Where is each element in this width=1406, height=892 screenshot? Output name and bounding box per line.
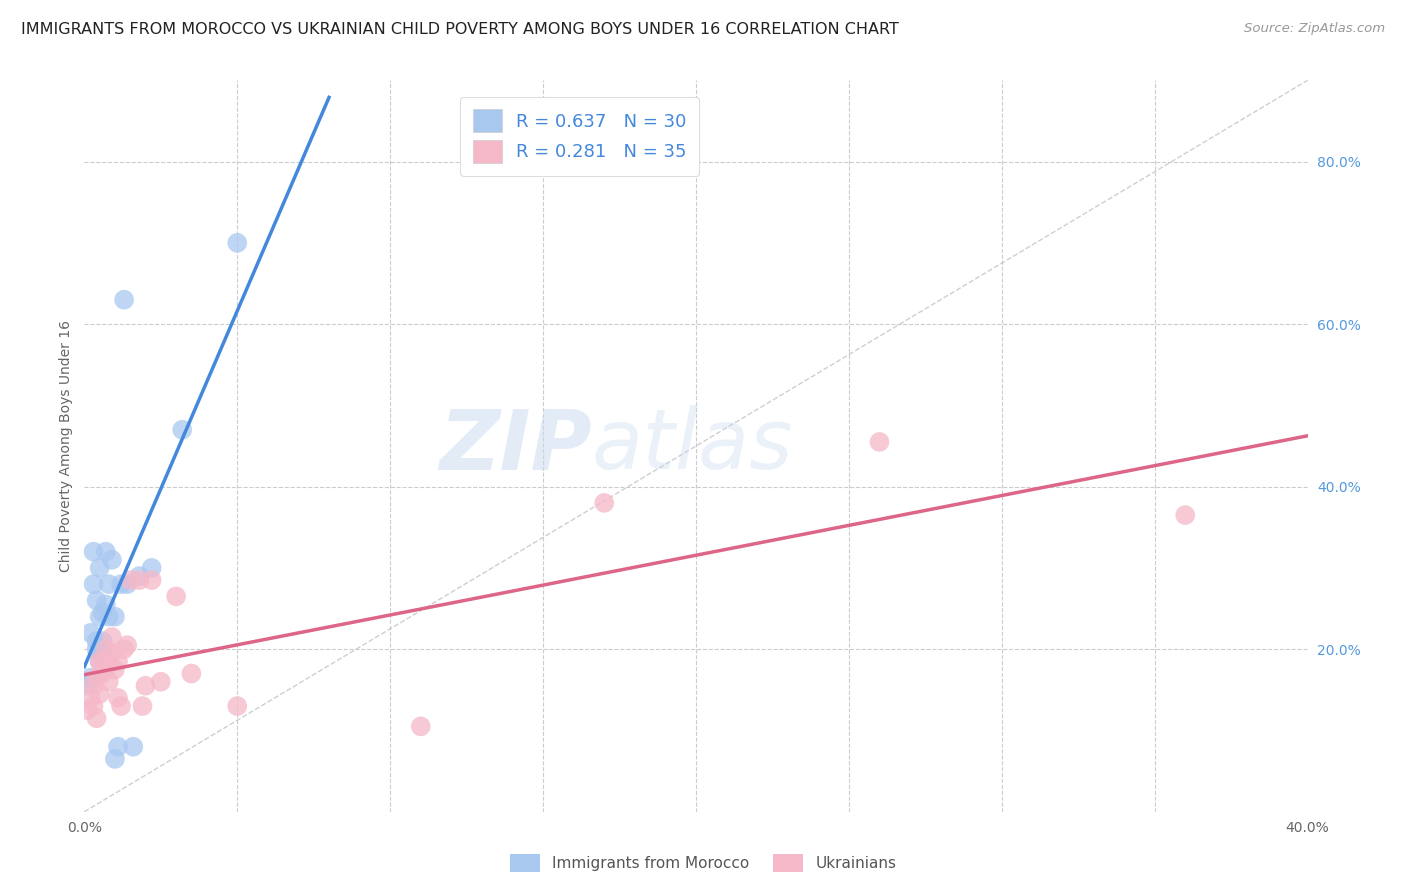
- Point: [107, 654, 129, 668]
- Legend: R = 0.637   N = 30, R = 0.281   N = 35: R = 0.637 N = 30, R = 0.281 N = 35: [460, 96, 699, 176]
- Point: [131, 699, 153, 714]
- Point: [97, 577, 120, 591]
- Text: Source: ZipAtlas.com: Source: ZipAtlas.com: [1244, 22, 1385, 36]
- Point: [1174, 508, 1197, 522]
- Point: [409, 719, 432, 733]
- Point: [115, 577, 138, 591]
- Y-axis label: Child Poverty Among Boys Under 16: Child Poverty Among Boys Under 16: [59, 320, 73, 572]
- Text: IMMIGRANTS FROM MOROCCO VS UKRAINIAN CHILD POVERTY AMONG BOYS UNDER 16 CORRELATI: IMMIGRANTS FROM MOROCCO VS UKRAINIAN CHI…: [21, 22, 898, 37]
- Point: [97, 609, 120, 624]
- Point: [104, 752, 127, 766]
- Point: [79, 690, 101, 705]
- Point: [89, 609, 111, 624]
- Point: [141, 573, 163, 587]
- Point: [104, 663, 127, 677]
- Point: [94, 598, 117, 612]
- Point: [869, 434, 891, 449]
- Point: [110, 699, 132, 714]
- Point: [110, 577, 132, 591]
- Point: [149, 674, 172, 689]
- Point: [112, 293, 135, 307]
- Point: [79, 626, 101, 640]
- Point: [83, 679, 105, 693]
- Point: [120, 573, 142, 587]
- Point: [86, 711, 108, 725]
- Point: [91, 666, 114, 681]
- Point: [94, 544, 117, 558]
- Text: atlas: atlas: [592, 406, 793, 486]
- Legend: Immigrants from Morocco, Ukrainians: Immigrants from Morocco, Ukrainians: [502, 846, 904, 880]
- Point: [94, 642, 117, 657]
- Point: [89, 687, 111, 701]
- Point: [112, 642, 135, 657]
- Point: [76, 679, 98, 693]
- Point: [101, 646, 124, 660]
- Point: [115, 638, 138, 652]
- Point: [226, 235, 249, 250]
- Point: [89, 654, 111, 668]
- Point: [86, 634, 108, 648]
- Point: [128, 569, 150, 583]
- Point: [86, 642, 108, 657]
- Point: [86, 671, 108, 685]
- Point: [83, 577, 105, 591]
- Point: [79, 671, 101, 685]
- Point: [86, 593, 108, 607]
- Point: [83, 699, 105, 714]
- Point: [226, 699, 249, 714]
- Point: [165, 590, 187, 604]
- Point: [128, 573, 150, 587]
- Point: [83, 544, 105, 558]
- Point: [91, 606, 114, 620]
- Point: [89, 654, 111, 668]
- Point: [141, 561, 163, 575]
- Point: [135, 679, 157, 693]
- Point: [94, 663, 117, 677]
- Point: [172, 423, 194, 437]
- Point: [107, 739, 129, 754]
- Point: [107, 690, 129, 705]
- Point: [91, 654, 114, 668]
- Point: [97, 654, 120, 668]
- Point: [97, 674, 120, 689]
- Point: [76, 703, 98, 717]
- Point: [180, 666, 202, 681]
- Text: ZIP: ZIP: [439, 406, 592, 486]
- Point: [104, 609, 127, 624]
- Point: [593, 496, 616, 510]
- Point: [101, 630, 124, 644]
- Point: [91, 634, 114, 648]
- Point: [89, 561, 111, 575]
- Point: [101, 553, 124, 567]
- Point: [91, 646, 114, 660]
- Point: [122, 739, 145, 754]
